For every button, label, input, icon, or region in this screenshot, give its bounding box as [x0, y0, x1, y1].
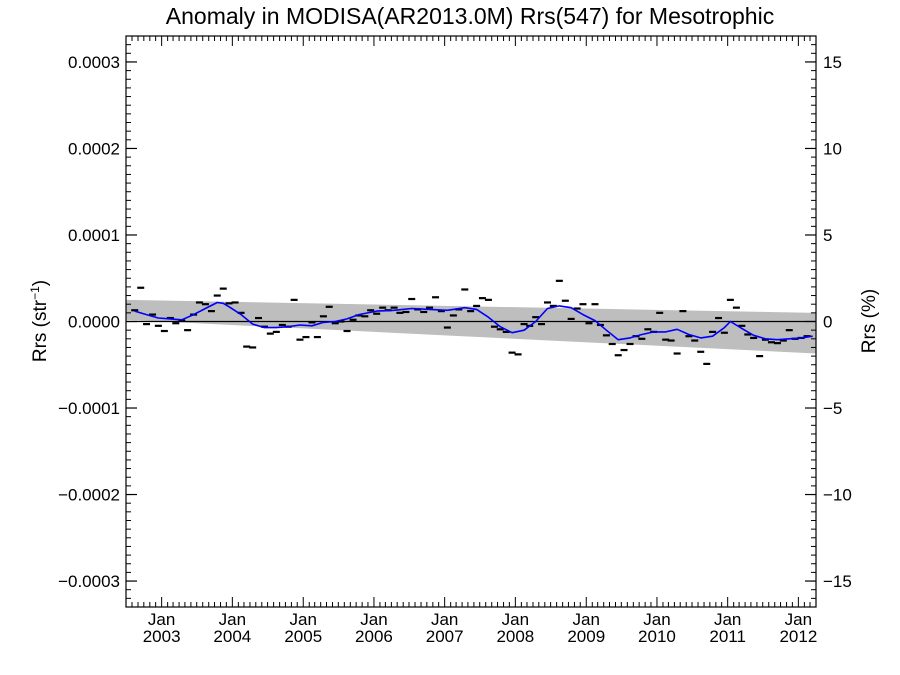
- x-tick-label-month: Jan: [360, 610, 387, 629]
- x-tick-label-year: 2005: [284, 627, 322, 646]
- y-right-tick-label: 0: [823, 313, 832, 332]
- x-tick-label-month: Jan: [290, 610, 317, 629]
- x-tick-label-year: 2012: [779, 627, 817, 646]
- x-tick-label-year: 2011: [709, 627, 746, 646]
- y-axis-left-label: Rrs (str−1): [28, 280, 51, 362]
- y-left-tick-label: −0.0002: [58, 486, 120, 505]
- y-right-tick-label: 5: [823, 226, 832, 245]
- y-right-tick-label: 15: [823, 53, 842, 72]
- y-left-tick-label: −0.0001: [58, 399, 120, 418]
- x-tick-label-month: Jan: [502, 610, 529, 629]
- y-left-tick-label: −0.0003: [58, 572, 120, 591]
- y-left-tick-label: 0.0003: [68, 53, 120, 72]
- x-tick-label-year: 2009: [567, 627, 605, 646]
- y-axis-right-label: Rrs (%): [859, 289, 880, 353]
- smoothed-line: [134, 301, 813, 341]
- x-tick-label-year: 2008: [496, 627, 534, 646]
- chart-title: Anomaly in MODISA(AR2013.0M) Rrs(547) fo…: [166, 3, 774, 29]
- x-tick-label-month: Jan: [431, 610, 458, 629]
- x-tick-label-year: 2003: [143, 627, 181, 646]
- y-right-tick-label: −15: [823, 572, 852, 591]
- y-right-tick-label: −5: [823, 399, 842, 418]
- x-tick-label-year: 2006: [355, 627, 393, 646]
- plot-area: [125, 35, 817, 608]
- y-left-tick-label: 0.0001: [68, 226, 120, 245]
- x-tick-label-year: 2007: [426, 627, 464, 646]
- x-tick-label-month: Jan: [573, 610, 600, 629]
- x-tick-label-month: Jan: [785, 610, 812, 629]
- x-tick-label-month: Jan: [714, 610, 741, 629]
- x-tick-label-year: 2004: [213, 627, 251, 646]
- y-left-tick-label: 0.0000: [68, 313, 120, 332]
- y-left-tick-label: 0.0002: [68, 139, 120, 158]
- x-tick-label-month: Jan: [643, 610, 670, 629]
- x-tick-label-month: Jan: [219, 610, 246, 629]
- uncertainty-band: [126, 299, 816, 354]
- y-right-tick-label: 10: [823, 139, 842, 158]
- x-tick-label-year: 2010: [638, 627, 676, 646]
- x-tick-label-month: Jan: [148, 610, 175, 629]
- y-right-tick-label: −10: [823, 486, 852, 505]
